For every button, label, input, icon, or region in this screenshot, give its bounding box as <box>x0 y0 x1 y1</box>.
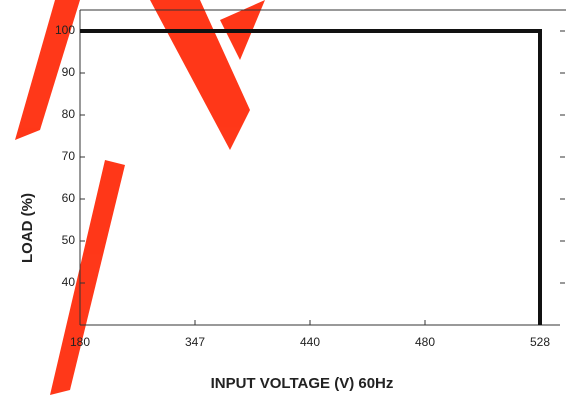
y-tick-label: 80 <box>62 107 76 121</box>
watermark-stroke <box>150 0 250 150</box>
load-line <box>80 29 542 325</box>
y-tick-label: 50 <box>62 233 76 247</box>
y-tick-label: 60 <box>62 191 76 205</box>
watermark-stroke <box>50 160 125 395</box>
y-tick-label: 90 <box>62 65 76 79</box>
y-tick-label: 100 <box>55 23 75 37</box>
x-tick-label: 347 <box>185 335 205 349</box>
y-axis-title: LOAD (%) <box>19 193 36 263</box>
x-tick-label: 180 <box>70 335 90 349</box>
x-tick-label: 528 <box>530 335 550 349</box>
x-tick-label: 440 <box>300 335 320 349</box>
y-tick-label: 70 <box>62 149 76 163</box>
y-tick-label: 40 <box>62 275 76 289</box>
x-axis-title: INPUT VOLTAGE (V) 60Hz <box>211 375 394 392</box>
watermark-stroke <box>15 0 80 140</box>
x-tick-label: 480 <box>415 335 435 349</box>
watermark <box>15 0 265 395</box>
